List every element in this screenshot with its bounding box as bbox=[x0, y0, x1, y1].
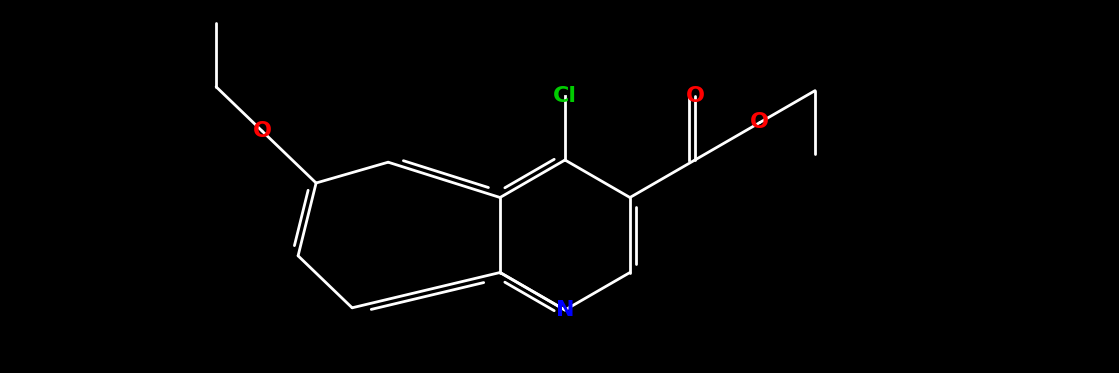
Text: Cl: Cl bbox=[553, 86, 577, 106]
Text: N: N bbox=[556, 300, 574, 320]
Text: O: O bbox=[751, 113, 770, 132]
Text: O: O bbox=[686, 86, 704, 106]
Text: O: O bbox=[253, 121, 272, 141]
